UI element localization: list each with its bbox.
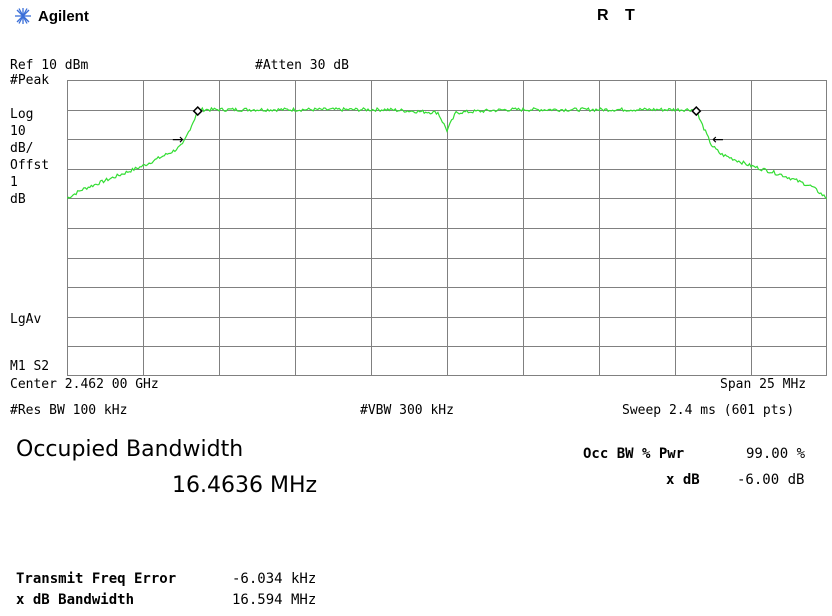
center-frequency: Center 2.462 00 GHz: [10, 377, 159, 392]
offset-value: 1: [10, 175, 18, 190]
ref-level: Ref 10 dBm: [10, 58, 89, 73]
spectrum-display: → ←: [67, 80, 827, 376]
left-bw-arrow-icon: →: [172, 132, 184, 148]
remote-indicator: R: [597, 7, 609, 24]
span: Span 25 MHz: [720, 377, 807, 392]
x-db-bw-value: 16.594 MHz: [232, 592, 317, 608]
trigger-indicator: T: [625, 7, 635, 24]
agilent-logo: Agilent: [14, 7, 89, 25]
occupied-bw-value: 16.4636 MHz: [172, 473, 318, 498]
marker-diamond-icon: [192, 106, 203, 117]
sweep-time: Sweep 2.4 ms (601 pts): [622, 403, 795, 418]
starburst-logo-icon: [15, 8, 31, 24]
scale-value-label: 10: [10, 124, 26, 139]
detector-label: #Peak: [10, 73, 50, 88]
scale-type-label: Log: [10, 107, 34, 122]
marker-labels: M1 S2: [10, 359, 50, 374]
x-db-value: -6.00 dB: [737, 472, 805, 488]
resolution-bandwidth: #Res BW 100 kHz: [10, 403, 128, 418]
freq-error-label: Transmit Freq Error: [16, 571, 177, 587]
occ-bw-pct-value: 99.00 %: [746, 446, 806, 462]
x-db-label: x dB: [666, 472, 700, 488]
graticule-grid: [67, 80, 827, 376]
offset-label: Offst: [10, 158, 50, 173]
marker-layer: [192, 106, 702, 117]
scale-unit-label: dB/: [10, 141, 34, 156]
occ-bw-pct-label: Occ BW % Pwr: [583, 446, 685, 462]
freq-error-value: -6.034 kHz: [232, 571, 317, 587]
average-type-label: LgAv: [10, 312, 42, 327]
spectrum-trace: [67, 106, 827, 199]
video-bandwidth: #VBW 300 kHz: [360, 403, 454, 418]
right-bw-arrow-icon: ←: [712, 132, 724, 148]
marker-diamond-icon: [691, 106, 702, 117]
x-db-bw-label: x dB Bandwidth: [16, 592, 135, 608]
offset-unit: dB: [10, 192, 26, 207]
attenuation: #Atten 30 dB: [255, 58, 349, 73]
brand-name: Agilent: [38, 7, 89, 25]
measurement-title: Occupied Bandwidth: [16, 437, 244, 462]
